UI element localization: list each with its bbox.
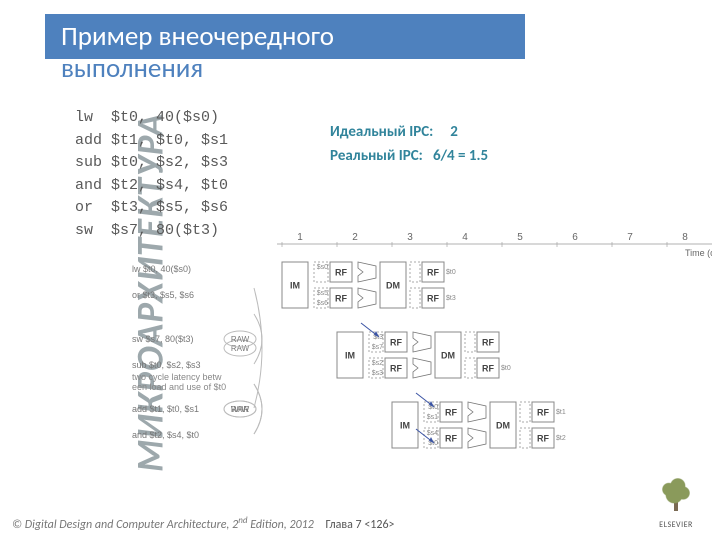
svg-text:DM: DM [496,420,510,430]
svg-text:RF: RF [427,267,439,277]
svg-text:een load and use of $t0: een load and use of $t0 [132,382,226,392]
pipeline-diagram: 1 2 3 4 5 6 7 8 Time (cycles) lw $t0, 40($s0) or $… [122,230,712,490]
svg-text:RF: RF [335,267,347,277]
svg-text:DM: DM [441,350,455,360]
footer-chapter-page: <126> [364,518,394,532]
svg-text:$s1: $s1 [427,414,438,421]
footer-chapter-prefix: Глава 7 [325,518,364,532]
svg-text:RAW: RAW [231,344,250,353]
svg-text:$s7: $s7 [372,344,383,351]
svg-text:RAW: RAW [231,405,250,414]
svg-text:IM: IM [290,280,300,290]
svg-text:7: 7 [627,232,633,243]
svg-text:RF: RF [445,433,457,443]
svg-text:IM: IM [345,350,355,360]
svg-text:$s6: $s6 [317,300,328,307]
svg-text:8: 8 [682,232,688,243]
svg-text:RF: RF [482,337,494,347]
publisher-name: ELSEVIER [659,520,693,530]
assembly-code: lw $t0, 40($s0) add $t1, $t0, $s1 sub $t… [75,107,228,242]
svg-text:RF: RF [390,337,402,347]
svg-text:$t3: $t3 [446,295,456,302]
svg-text:sw $s7, 80($t3): sw $s7, 80($t3) [132,334,194,344]
svg-text:$t0: $t0 [446,269,456,276]
svg-text:2: 2 [352,232,358,243]
svg-text:add $t1, $t0, $s1: add $t1, $t0, $s1 [132,404,199,414]
svg-text:6: 6 [572,232,578,243]
svg-text:RF: RF [335,293,347,303]
svg-text:RF: RF [390,363,402,373]
svg-text:RF: RF [427,293,439,303]
ipc-real-label: Реальный IPC: [330,147,423,165]
ipc-block: Идеальный IPC: 2 Реальный IPC: 6/4 = 1.5 [330,120,488,168]
svg-text:RF: RF [482,363,494,373]
svg-text:or $t3, $s5, $s6: or $t3, $s5, $s6 [132,290,194,300]
svg-text:$s3: $s3 [372,370,383,377]
svg-text:RF: RF [445,407,457,417]
svg-text:Time (cycles): Time (cycles) [685,248,712,258]
svg-text:$s4: $s4 [427,430,438,437]
svg-text:RF: RF [537,407,549,417]
title-line2: выполнения [45,46,219,91]
svg-text:RF: RF [537,433,549,443]
svg-text:sub $t0, $s2, $s3: sub $t0, $s2, $s3 [132,360,201,370]
footer-chapter: Глава 7 <126> [0,518,720,532]
svg-text:$t1: $t1 [556,409,566,416]
svg-text:lw $t0, 40($s0): lw $t0, 40($s0) [132,264,191,274]
ipc-ideal-label: Идеальный IPC: [330,123,433,141]
svg-text:two cycle latency betw: two cycle latency betw [132,372,222,382]
svg-text:$s2: $s2 [372,360,383,367]
svg-text:and $t2, $s4, $t0: and $t2, $s4, $t0 [132,430,199,440]
svg-text:5: 5 [517,232,523,243]
svg-text:3: 3 [407,232,413,243]
svg-text:$t2: $t2 [556,435,566,442]
svg-text:DM: DM [386,280,400,290]
ipc-real-value: 6/4 = 1.5 [433,147,488,165]
svg-text:$s0: $s0 [317,264,328,271]
svg-text:$s5: $s5 [317,290,328,297]
svg-text:IM: IM [400,420,410,430]
svg-text:$t0: $t0 [501,365,511,372]
svg-text:4: 4 [462,232,468,243]
tree-icon [658,475,694,511]
svg-text:1: 1 [297,232,303,243]
publisher-logo: ELSEVIER [646,475,706,532]
svg-text:RAW: RAW [231,335,250,344]
ipc-ideal-value: 2 [450,123,458,141]
